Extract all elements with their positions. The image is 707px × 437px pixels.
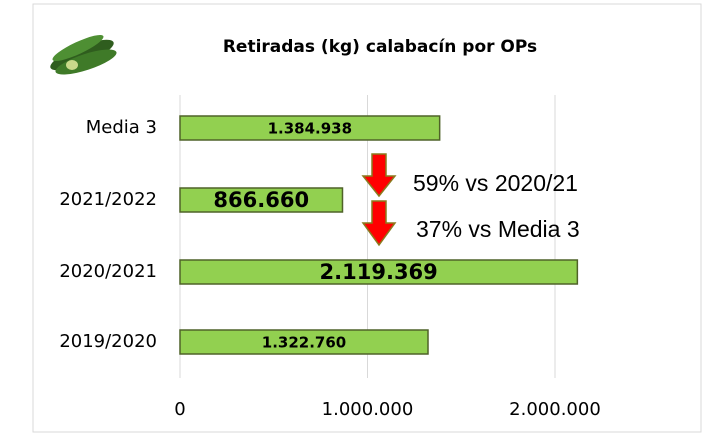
bar (179, 187, 344, 213)
value-label: 2.119.369 (320, 260, 438, 284)
annotation: 59% vs 2020/21 (413, 170, 578, 196)
annotation: 37% vs Media 3 (416, 216, 580, 242)
value-label: 1.384.938 (268, 120, 352, 138)
chart-title: Retiradas (kg) calabacín por OPs (223, 37, 537, 57)
arrows (361, 153, 397, 247)
x-tick-label: 0 (174, 399, 185, 420)
y-tick-label: 2019/2020 (59, 331, 157, 352)
y-tick-label: 2021/2022 (59, 189, 157, 210)
bar (179, 259, 579, 285)
x-tick-label: 2.000.000 (509, 399, 601, 420)
y-tick-label: Media 3 (86, 117, 157, 138)
y-tick-label: 2020/2021 (59, 261, 157, 282)
value-label: 1.322.760 (262, 334, 346, 352)
x-tick-label: 1.000.000 (322, 399, 414, 420)
zucchini-icon (50, 34, 117, 75)
bar (179, 329, 429, 355)
value-label: 866.660 (213, 188, 309, 212)
bar (179, 115, 441, 141)
